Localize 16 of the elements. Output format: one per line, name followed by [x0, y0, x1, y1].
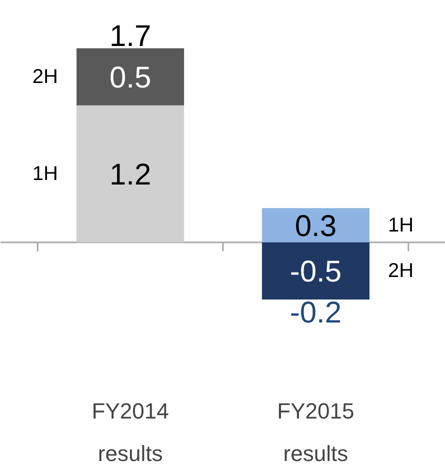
text: 2H [388, 260, 414, 282]
bar [76, 105, 184, 242]
data-label: -0.5 [290, 255, 342, 288]
series-label: 2H [32, 66, 58, 88]
bar [76, 48, 184, 106]
series-label: 1H [32, 162, 58, 185]
data-label: 0.5 [109, 61, 152, 94]
total-label: -0.2 [290, 296, 342, 330]
x-tick-label: FY2015 results [277, 398, 354, 466]
data-label: 0.3 [294, 210, 337, 243]
bar [262, 242, 370, 300]
x-tick-label: FY2014 results [92, 398, 169, 466]
bar [262, 208, 370, 242]
text: 1H [388, 214, 414, 236]
total-label: 1.7 [109, 20, 152, 54]
data-label: 1.2 [109, 158, 152, 192]
